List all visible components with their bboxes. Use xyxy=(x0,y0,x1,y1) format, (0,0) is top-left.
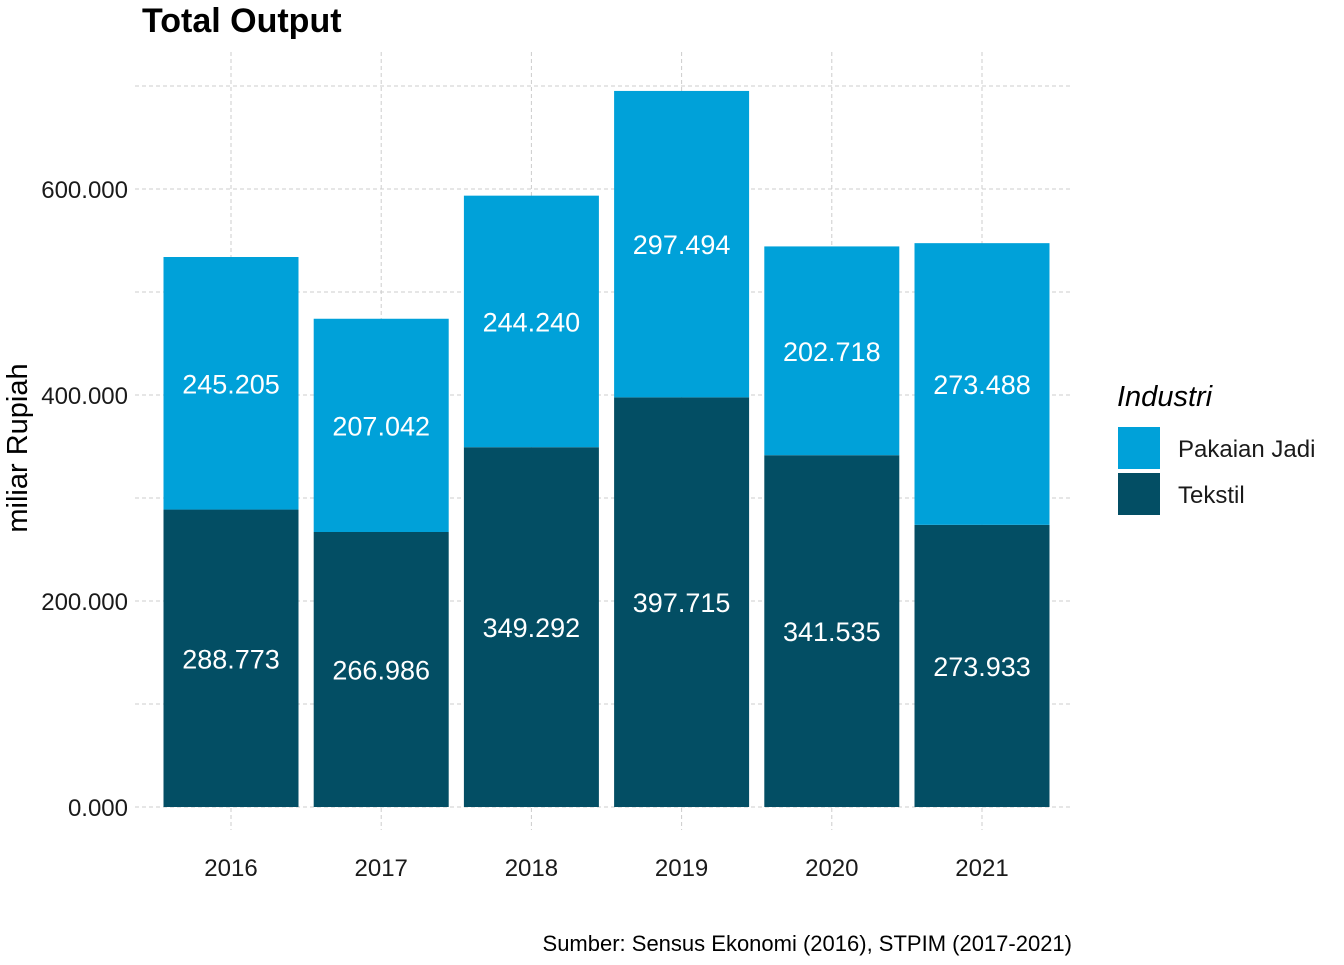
bar-value-label: 397.715 xyxy=(633,588,731,618)
bar-value-label: 349.292 xyxy=(483,613,581,643)
y-axis-label: miliar Rupiah xyxy=(2,363,34,532)
bar-value-label: 341.535 xyxy=(783,617,881,647)
bar-pakaian-jadi-2017 xyxy=(313,318,449,533)
bar-value-label: 273.933 xyxy=(933,652,1031,682)
bar-tekstil-2019 xyxy=(614,397,750,807)
y-tick-label: 400.000 xyxy=(41,383,128,410)
legend-title: Industri xyxy=(1117,381,1214,413)
bar-tekstil-2021 xyxy=(914,524,1050,807)
x-tick-label: 2020 xyxy=(805,855,858,882)
bar-tekstil-2017 xyxy=(313,532,449,807)
legend-swatch-pakaian-jadi xyxy=(1118,427,1160,469)
legend-label: Pakaian Jadi xyxy=(1178,436,1315,463)
x-tick-label: 2019 xyxy=(655,855,708,882)
y-tick-label: 200.000 xyxy=(41,589,128,616)
bar-layer xyxy=(163,90,1050,807)
bar-pakaian-jadi-2019 xyxy=(614,90,750,398)
legend-label: Tekstil xyxy=(1178,482,1245,509)
bar-tekstil-2020 xyxy=(764,455,900,807)
bar-pakaian-jadi-2018 xyxy=(463,195,599,448)
bar-value-label: 297.494 xyxy=(633,230,731,260)
x-tick-label: 2021 xyxy=(955,855,1008,882)
chart-title: Total Output xyxy=(142,2,342,40)
bar-label-layer: 288.773 245.205 266.986 207.042 349.292 244.2… xyxy=(182,230,1031,685)
bar-value-label: 207.042 xyxy=(332,411,430,441)
bar-tekstil-2018 xyxy=(463,447,599,807)
axis-layer: 0.000 200.000 400.000 600.000 2016 2017 2018 20… xyxy=(41,177,1008,882)
x-tick-label: 2018 xyxy=(505,855,558,882)
bar-value-label: 244.240 xyxy=(483,307,581,337)
bar-value-label: 266.986 xyxy=(332,656,430,686)
y-tick-label: 0.000 xyxy=(68,795,128,822)
legend: Pakaian Jadi Tekstil xyxy=(1118,427,1315,515)
bar-value-label: 245.205 xyxy=(182,369,280,399)
x-tick-label: 2016 xyxy=(204,855,257,882)
bar-pakaian-jadi-2016 xyxy=(163,257,299,510)
bar-pakaian-jadi-2021 xyxy=(914,243,1050,525)
y-tick-label: 600.000 xyxy=(41,177,128,204)
bar-tekstil-2016 xyxy=(163,509,299,807)
bar-value-label: 288.773 xyxy=(182,644,280,674)
legend-swatch-tekstil xyxy=(1118,473,1160,515)
bar-pakaian-jadi-2020 xyxy=(764,246,900,456)
x-tick-label: 2017 xyxy=(355,855,408,882)
bar-value-label: 273.488 xyxy=(933,370,1031,400)
bar-value-label: 202.718 xyxy=(783,337,881,367)
source-caption: Sumber: Sensus Ekonomi (2016), STPIM (20… xyxy=(543,931,1072,956)
